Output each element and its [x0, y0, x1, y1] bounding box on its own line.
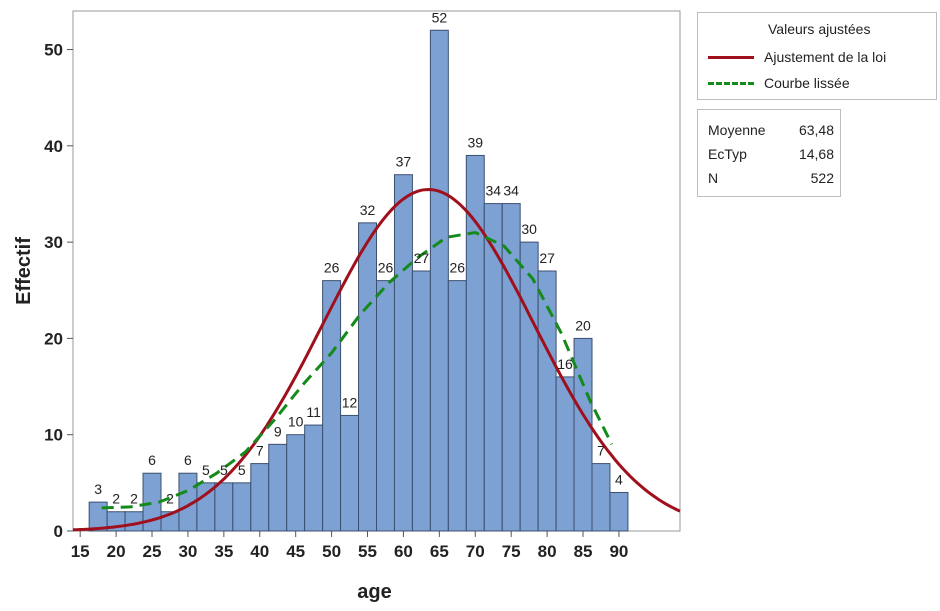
bar-value-label: 2: [112, 491, 120, 507]
legend-swatch-smoothed: [708, 81, 754, 85]
legend-title: Valeurs ajustées: [768, 21, 871, 37]
bar-value-label: 37: [396, 154, 412, 170]
histogram-bar: [376, 280, 395, 532]
bar-value-label: 3: [94, 481, 102, 497]
bar-value-label: 7: [256, 443, 264, 459]
x-tick-label: 15: [71, 542, 90, 561]
bar-value-label: 2: [166, 491, 174, 507]
bar-value-label: 20: [575, 317, 591, 333]
histogram-bar: [537, 270, 557, 532]
bar-value-label: 26: [324, 260, 340, 276]
histogram-bar: [429, 29, 449, 532]
smoothed-curve: [101, 230, 614, 510]
bar-value-label: 9: [274, 423, 282, 439]
legend: Valeurs ajustées Ajustement de la loi Co…: [697, 12, 937, 100]
histogram-bar: [340, 414, 360, 532]
histogram-bar: [519, 241, 539, 532]
x-tick-label: 35: [214, 542, 233, 561]
bar-value-label: 34: [485, 183, 501, 199]
x-tick-label: 60: [394, 542, 413, 561]
bar-value-label: 2: [130, 491, 138, 507]
legend-label-normal: Ajustement de la loi: [764, 49, 887, 65]
stat-label-n: N: [708, 170, 719, 186]
histogram-bar: [250, 463, 270, 532]
bar-value-label: 34: [503, 183, 519, 199]
histogram-bar: [483, 203, 503, 532]
x-tick-label: 65: [430, 542, 449, 561]
y-tick-label: 30: [44, 233, 63, 252]
stat-row-n: N 522: [708, 170, 834, 186]
bar-value-label: 12: [342, 394, 358, 410]
x-tick-label: 75: [502, 542, 521, 561]
histogram-bar: [268, 443, 288, 532]
bar-value-label: 32: [360, 202, 376, 218]
stat-label-std: EcTyp: [708, 146, 747, 162]
x-tick-label: 40: [250, 542, 269, 561]
y-tick-label: 0: [54, 522, 63, 541]
histogram-bar: [232, 482, 252, 532]
bar-value-label: 6: [184, 452, 192, 468]
y-tick-label: 50: [44, 41, 63, 60]
bar-value-label: 7: [597, 443, 605, 459]
histogram-bar: [609, 491, 629, 532]
bar-value-label: 26: [378, 260, 394, 276]
bar-value-label: 39: [467, 134, 483, 150]
bar-value-label: 6: [148, 452, 156, 468]
legend-swatch-normal: [708, 55, 754, 59]
x-tick-label: 30: [178, 542, 197, 561]
stat-value-mean: 63,48: [798, 122, 834, 138]
x-tick-label: 85: [574, 542, 593, 561]
x-tick-label: 45: [286, 542, 305, 561]
bar-value-label: 5: [202, 462, 210, 478]
histogram-bar: [304, 424, 324, 532]
histogram-bar: [214, 482, 234, 532]
y-axis-label: Effectif: [13, 237, 35, 305]
bar-value-label: 30: [521, 221, 537, 237]
x-axis-label: age: [357, 581, 391, 603]
normal-fit-curve: [72, 187, 681, 532]
bar-value-label: 5: [220, 462, 228, 478]
bar-value-label: 10: [288, 414, 304, 430]
y-tick-label: 10: [44, 426, 63, 445]
stat-row-mean: Moyenne 63,48: [708, 122, 834, 138]
histogram-bar: [555, 376, 575, 532]
legend-label-smoothed: Courbe lissée: [764, 75, 850, 91]
bar-value-label: 27: [414, 250, 430, 266]
histogram-bar: [591, 463, 611, 532]
x-tick-label: 80: [538, 542, 557, 561]
legend-item-smoothed: Courbe lissée: [708, 73, 850, 93]
stats-table: Moyenne 63,48 EcTyp 14,68 N 522: [697, 109, 841, 197]
bar-value-label: 27: [539, 250, 555, 266]
histogram-bar: [358, 222, 377, 532]
bar-value-label: 4: [615, 471, 623, 487]
bar-value-label: 16: [557, 356, 573, 372]
bar-value-label: 52: [432, 9, 448, 25]
legend-item-normal: Ajustement de la loi: [708, 47, 886, 67]
x-tick-label: 20: [107, 542, 126, 561]
stat-value-n: 522: [810, 170, 834, 186]
stat-label-mean: Moyenne: [708, 122, 766, 138]
x-tick-label: 55: [358, 542, 377, 561]
histogram-bar: [393, 174, 413, 532]
y-tick-label: 20: [44, 329, 63, 348]
histogram-bar: [447, 280, 467, 532]
x-tick-label: 50: [322, 542, 341, 561]
x-tick-label: 70: [466, 542, 485, 561]
stat-value-std: 14,68: [798, 146, 834, 162]
bar-value-label: 26: [450, 260, 466, 276]
x-tick-label: 90: [609, 542, 628, 561]
bar-value-label: 5: [238, 462, 246, 478]
y-tick-label: 40: [44, 137, 63, 156]
x-tick-label: 25: [143, 542, 162, 561]
histogram-bar: [286, 434, 306, 532]
stat-row-std: EcTyp 14,68: [708, 146, 834, 162]
histogram-bar: [411, 270, 431, 532]
bar-value-label: 11: [306, 404, 321, 420]
